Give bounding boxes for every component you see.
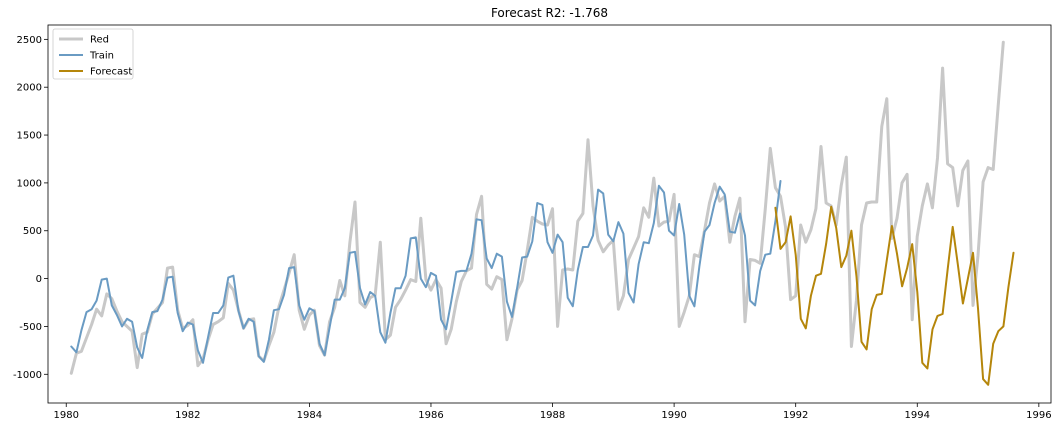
x-tick-label: 1982 <box>175 410 200 421</box>
plot-lines <box>69 40 1015 386</box>
x-tick-label: 1990 <box>661 410 686 421</box>
chart-title: Forecast R2: -1.768 <box>491 6 608 20</box>
y-tick-label: 1500 <box>17 131 42 142</box>
y-tick-label: 0 <box>36 274 42 285</box>
y-tick-label: 2000 <box>17 83 42 94</box>
legend-label-train: Train <box>89 51 114 62</box>
y-tick-label: 2500 <box>17 35 42 46</box>
x-tick-label: 1994 <box>905 410 930 421</box>
y-tick-label: -500 <box>19 322 42 333</box>
series-line-forecast <box>774 205 1015 386</box>
x-tick-label: 1992 <box>783 410 808 421</box>
y-tick-label: 500 <box>23 226 42 237</box>
x-axis: 1980 1982 1984 1986 1988 1990 1992 1994 1996 <box>54 403 1052 421</box>
x-tick-label: 1996 <box>1026 410 1051 421</box>
x-tick-label: 1980 <box>54 410 79 421</box>
x-tick-label: 1986 <box>418 410 443 421</box>
y-axis: -1000 -500 0 500 1000 1500 2000 2500 <box>13 35 48 381</box>
legend-box <box>52 28 134 80</box>
legend-label-forecast: Forecast <box>90 67 132 78</box>
plot-area-frame <box>47 24 1052 404</box>
x-tick-label: 1988 <box>540 410 565 421</box>
legend-label-red: Red <box>90 35 109 46</box>
legend: Red Train Forecast <box>52 28 134 80</box>
series-line-red <box>69 40 1005 375</box>
y-tick-label: 1000 <box>17 178 42 189</box>
series-line-train <box>70 180 782 364</box>
x-tick-label: 1984 <box>297 410 322 421</box>
y-tick-label: -1000 <box>13 370 42 381</box>
